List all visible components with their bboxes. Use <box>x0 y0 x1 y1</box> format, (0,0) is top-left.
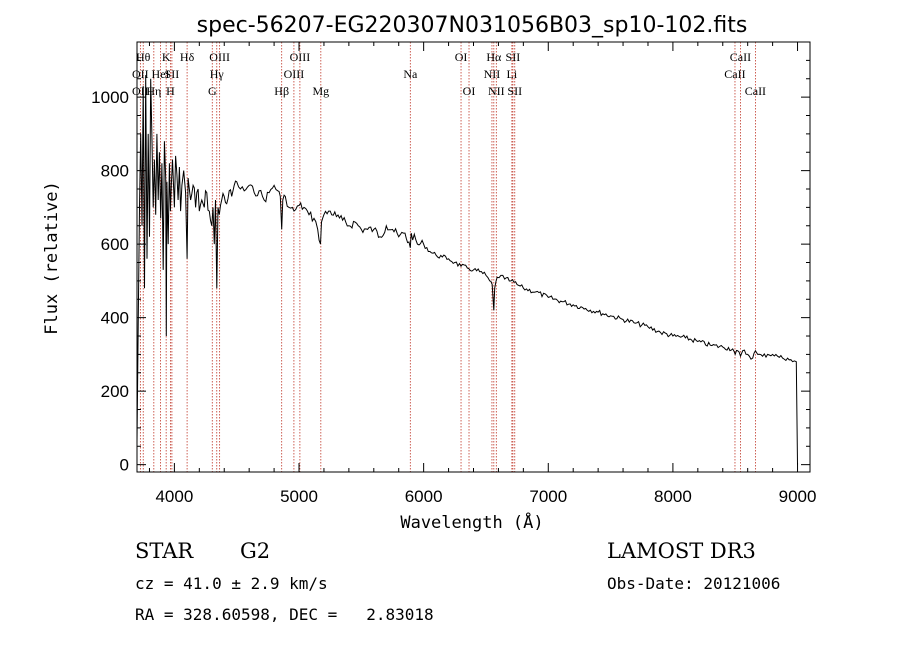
y-tick-label: 400 <box>101 309 129 328</box>
spectral-line-label: OIII <box>209 50 230 64</box>
spectral-line-label: CaII <box>745 84 766 98</box>
y-tick-label: 600 <box>101 235 129 254</box>
y-axis-label: Flux (relative) <box>42 181 62 335</box>
spectral-line-label: NII <box>488 84 505 98</box>
x-tick-label: 9000 <box>779 487 817 506</box>
spectral-line-label: Mg <box>312 84 329 98</box>
x-axis-label: Wavelength (Å) <box>400 511 543 533</box>
spectral-line-label: OII <box>132 67 149 81</box>
spectral-line-label: HeI <box>152 67 170 81</box>
chart-title: spec-56207-EG220307N031056B03_sp10-102.f… <box>197 13 748 38</box>
redshift-cz: cz = 41.0 ± 2.9 km/s <box>135 574 328 593</box>
spectral-line-label: SII <box>507 84 522 98</box>
spectral-line-label: OIII <box>290 50 311 64</box>
x-tick-label: 6000 <box>405 487 443 506</box>
spectral-line-label: H <box>166 84 175 98</box>
object-class: STAR <box>135 539 194 563</box>
spectral-line-label: CaII <box>724 67 745 81</box>
spectrum-series-line <box>136 75 798 465</box>
y-tick-label: 800 <box>101 162 129 181</box>
spectral-line-label: SII <box>165 67 180 81</box>
spectral-line-markers <box>139 42 756 472</box>
spectral-line-label: G <box>208 84 217 98</box>
x-tick-label: 8000 <box>654 487 692 506</box>
spectral-line-label: OI <box>455 50 468 64</box>
y-tick-label: 200 <box>101 382 129 401</box>
spectral-line-label: OII <box>132 84 149 98</box>
spectral-line-label: Na <box>403 67 418 81</box>
spectral-line-label: Hγ <box>210 67 225 81</box>
spectral-line-label: CaII <box>730 50 751 64</box>
x-tick-label: 4000 <box>155 487 193 506</box>
spectral-line-label: Li <box>507 67 518 81</box>
spectral-line-label: Hθ <box>136 50 151 64</box>
y-tick-label: 1000 <box>91 88 129 107</box>
coordinates: RA = 328.60598, DEC = 2.83018 <box>135 605 434 624</box>
spectral-line-label: OI <box>463 84 476 98</box>
y-tick-label: 0 <box>120 456 129 475</box>
survey-name: LAMOST DR3 <box>607 539 756 563</box>
spectral-line-label: Hδ <box>180 50 195 64</box>
spectral-line-label: K <box>162 50 171 64</box>
x-tick-label: 5000 <box>280 487 318 506</box>
plot-frame <box>136 41 811 473</box>
observation-date: Obs-Date: 20121006 <box>607 574 780 593</box>
spectral-line-labels: OII OII Hθ Hη HeI K SII H Hδ OIII Hγ G Hβ OIII OIII Mg N… <box>132 50 766 98</box>
spectral-line-label: NII <box>484 67 501 81</box>
x-axis: 4000 5000 6000 7000 8000 9000 <box>148 42 817 506</box>
spectral-line-label: OIII <box>284 67 305 81</box>
y-axis: 0 200 400 600 800 1000 <box>91 59 810 475</box>
spectral-line-label: Hα <box>486 50 502 64</box>
spectral-line-label: Hβ <box>274 84 289 98</box>
spectral-line-label: SII <box>506 50 521 64</box>
x-tick-label: 7000 <box>529 487 567 506</box>
spectral-line-label: Hη <box>146 84 161 98</box>
object-subclass: G2 <box>240 539 270 563</box>
